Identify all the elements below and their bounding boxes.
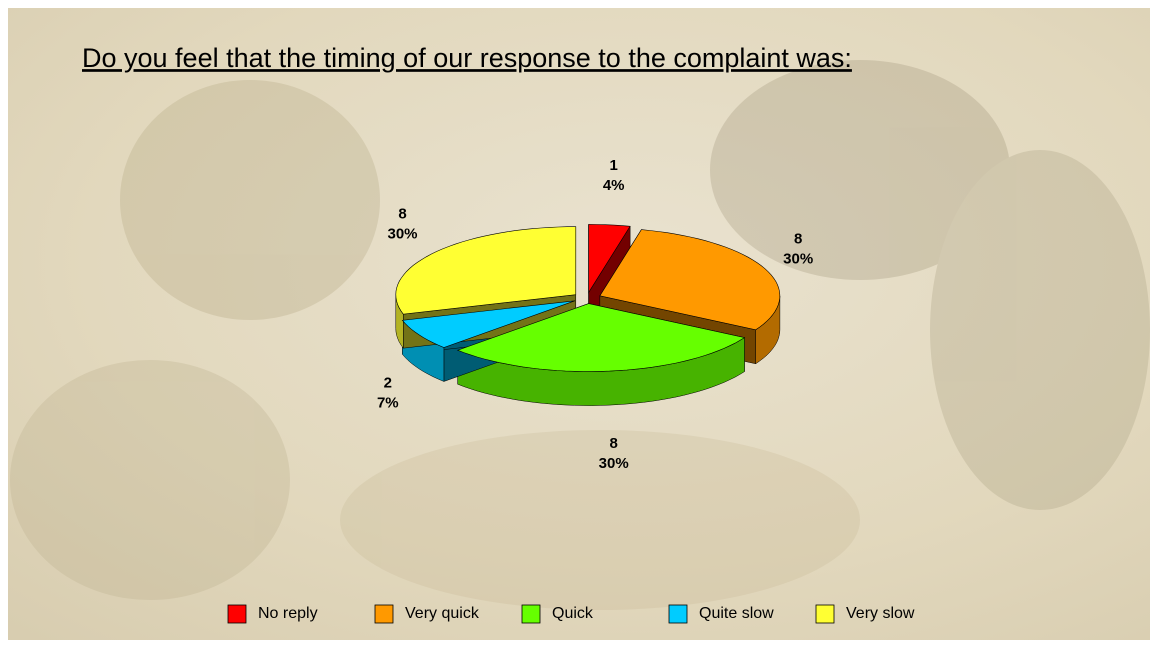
data-label-percent: 30% <box>599 455 629 472</box>
legend-label: No reply <box>258 605 318 622</box>
data-label-value: 1 <box>610 157 618 174</box>
data-label-percent: 30% <box>387 226 417 243</box>
data-label-value: 8 <box>610 435 618 452</box>
data-label-percent: 4% <box>603 177 625 194</box>
data-label-percent: 30% <box>783 250 813 267</box>
legend-label: Quite slow <box>699 605 774 622</box>
chart: Do you feel that the timing of our respo… <box>0 0 1158 648</box>
legend-swatch <box>669 605 687 623</box>
legend-swatch <box>228 605 246 623</box>
data-label-value: 8 <box>398 206 406 223</box>
legend-label: Very slow <box>846 605 915 622</box>
chart-title: Do you feel that the timing of our respo… <box>82 43 852 73</box>
legend-label: Quick <box>552 605 594 622</box>
legend-swatch <box>522 605 540 623</box>
data-label-percent: 7% <box>377 394 399 411</box>
legend-swatch <box>816 605 834 623</box>
data-label-value: 8 <box>794 230 802 247</box>
data-label-value: 2 <box>384 374 392 391</box>
legend-swatch <box>375 605 393 623</box>
legend-label: Very quick <box>405 605 480 622</box>
page: Do you feel that the timing of our respo… <box>0 0 1158 648</box>
